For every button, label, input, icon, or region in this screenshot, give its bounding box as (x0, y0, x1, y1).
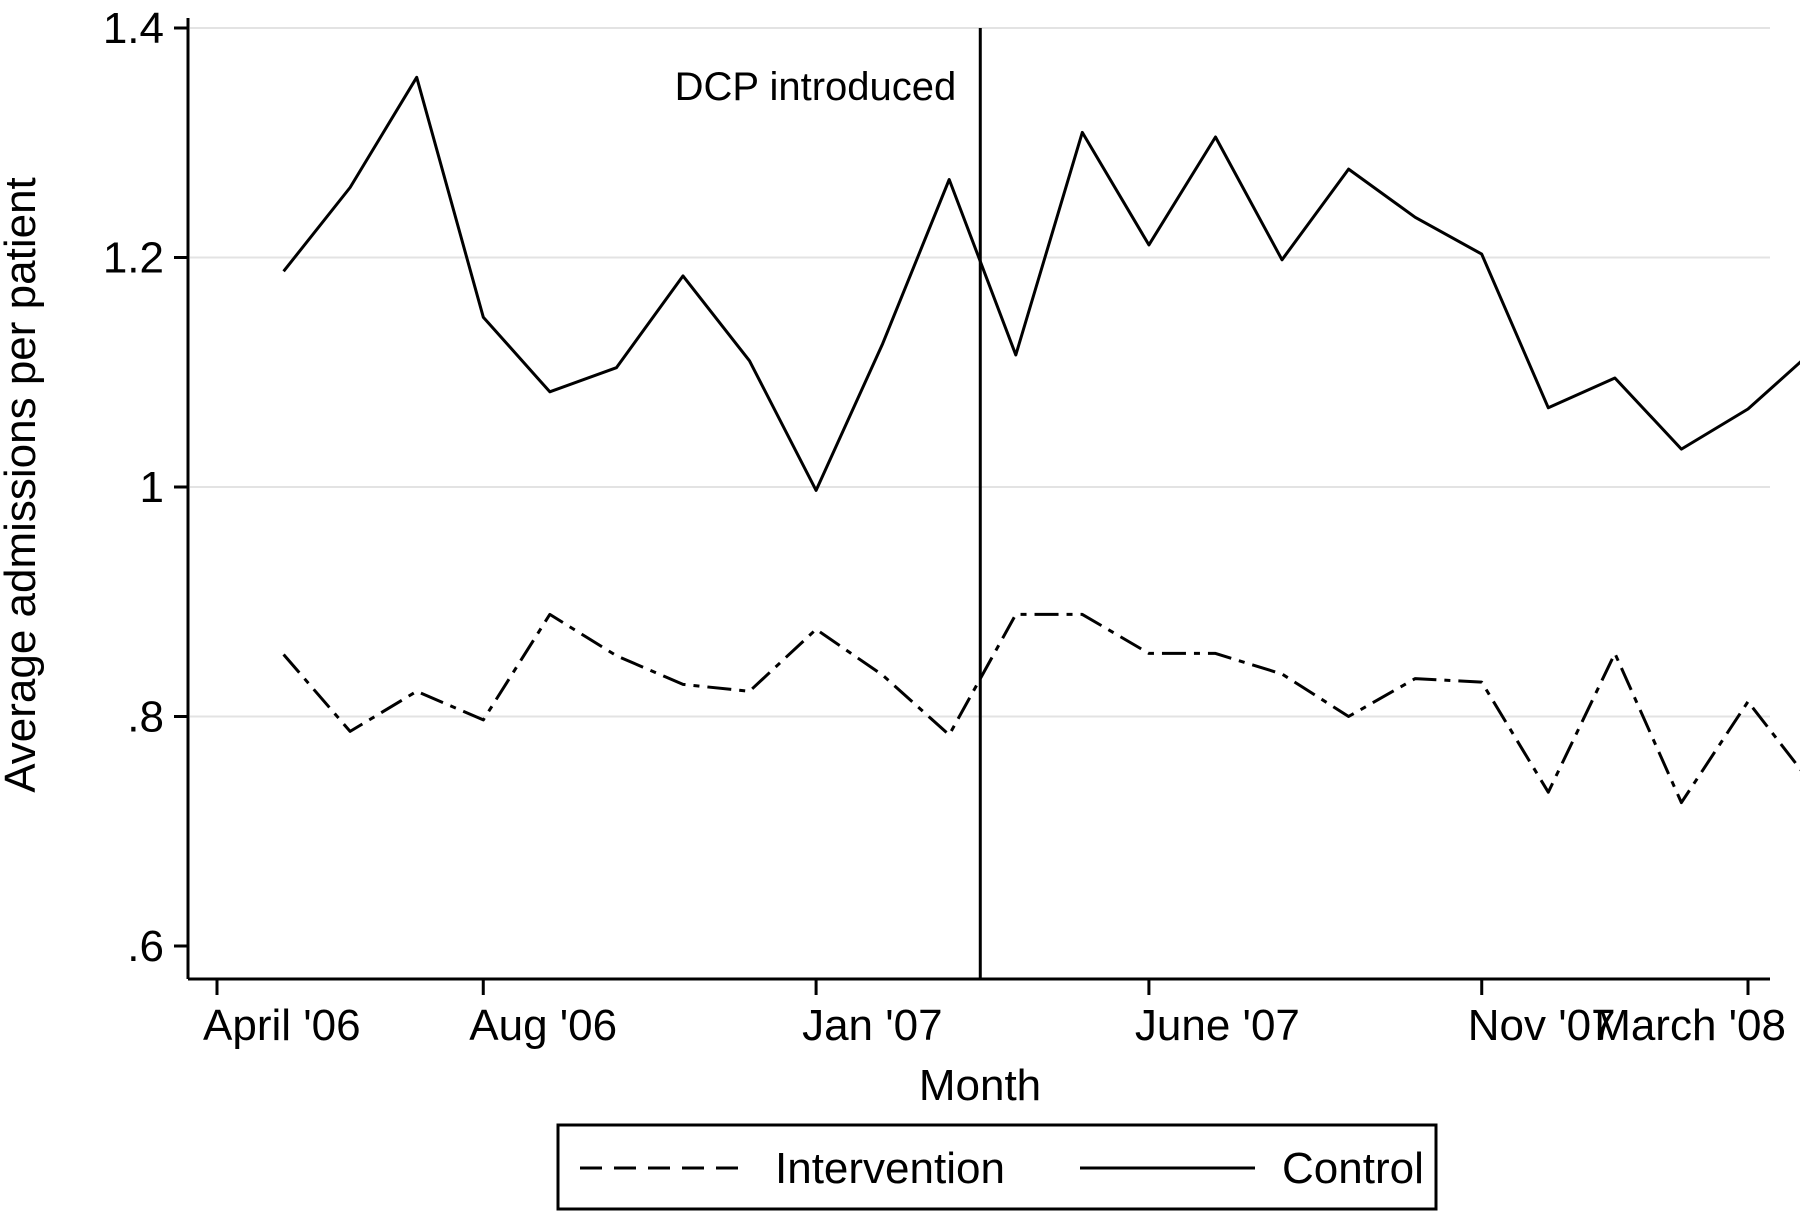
legend: Intervention Control (556, 1123, 1438, 1211)
y-tick-label: 1.2 (103, 234, 164, 283)
x-tick-label: March '08 (1594, 1001, 1786, 1050)
x-axis-ticks: April '06 Aug '06 Jan '07 June '07 Nov '07Ma… (203, 979, 1786, 1050)
y-tick-label: 1 (140, 463, 164, 512)
series-line-control (282, 75, 1800, 492)
x-tick-label: Jan '07 (802, 1001, 943, 1050)
y-tick-label: .6 (127, 922, 164, 971)
annotations: DCP introduced (675, 28, 982, 979)
x-tick-label: June '07 (1135, 1001, 1300, 1050)
legend-label-intervention: Intervention (775, 1144, 1005, 1193)
x-tick-label: Aug '06 (469, 1001, 617, 1050)
x-axis-title: Month (919, 1061, 1041, 1110)
legend-label-control: Control (1282, 1144, 1424, 1193)
x-tick-label: Nov '07 (1468, 1001, 1616, 1050)
y-axis-title: Average admissions per patient (0, 177, 45, 793)
y-tick-label: 1.4 (103, 4, 164, 53)
x-tick-label: April '06 (203, 1001, 361, 1050)
y-axis-ticks: .6 .8 1 1.2 1.4 (103, 4, 188, 971)
legend-box (556, 1123, 1438, 1211)
series-line-intervention (282, 612, 1800, 805)
y-tick-label: .8 (127, 693, 164, 742)
series (282, 75, 1800, 805)
dcp-introduced-label: DCP introduced (675, 65, 957, 109)
